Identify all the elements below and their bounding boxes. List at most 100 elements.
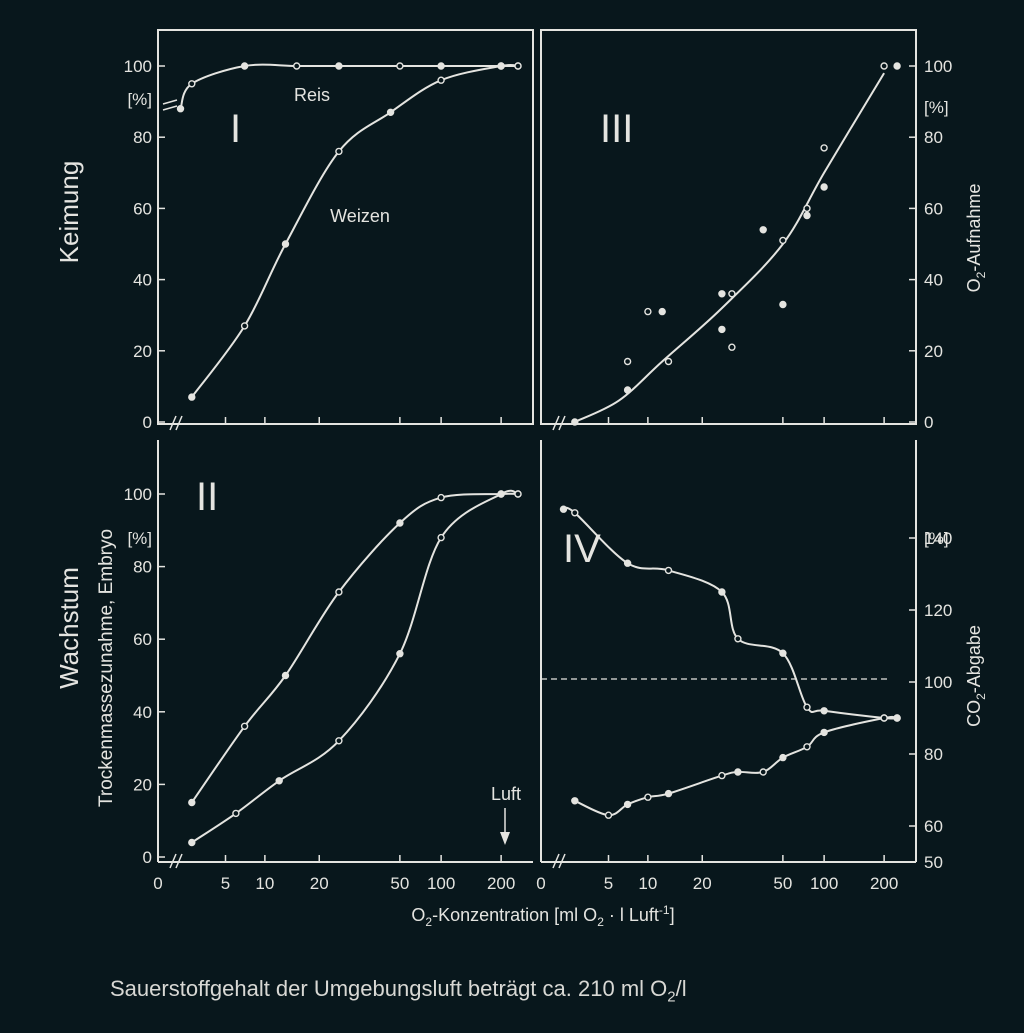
data-point [293,62,301,70]
data-points: Reis Weizen [176,62,901,847]
data-point [281,671,290,680]
series-line-IV-1 [563,506,898,720]
series-line-II-1 [190,492,519,804]
row-label-keimung: Keimung [54,161,84,264]
x-tick-label: 10 [255,874,274,893]
x-tick-label: 20 [693,874,712,893]
data-point [820,183,828,191]
data-point [437,493,445,502]
x-tick-label: 5 [221,874,230,893]
data-point [880,62,888,70]
data-point [718,290,726,298]
data-point [571,509,579,517]
y-tick-label: 100 [124,57,152,76]
data-point [604,811,613,819]
data-point [644,307,652,316]
right-axis-title-bottom: CO2-Abgabe [964,625,988,727]
y-unit-label: [%] [924,529,949,548]
panel-label-III: III [600,107,633,151]
x-tick-label: 5 [604,874,613,893]
y-tick-label: 0 [924,413,933,432]
panel-I-frame [157,29,534,425]
data-point [820,144,828,152]
data-point [514,490,522,498]
data-point [240,322,249,330]
series-line-II-2 [191,489,519,844]
data-point [718,325,726,334]
y-tick-label: 20 [924,342,943,361]
data-point [559,505,568,513]
right-axis-title-top: O2-Aufnahme [964,184,988,293]
x-tick-label: 100 [427,874,455,893]
y-tick-label: 80 [924,745,943,764]
data-point [779,300,787,309]
data-point [188,838,196,847]
data-point [664,789,673,798]
data-point [623,357,632,366]
y-tick-label: 100 [124,485,152,504]
data-point [188,393,196,401]
data-point [497,62,505,70]
data-point [623,800,632,809]
data-point [335,147,343,156]
x-tick-label: 10 [638,874,657,893]
data-point [893,714,901,722]
y-tick-label: 60 [133,199,152,218]
data-point [644,793,652,801]
data-point [571,797,579,805]
caption: Sauerstoffgehalt der Umgebungsluft beträ… [110,976,687,1006]
x-tick-label: 200 [487,874,515,893]
data-point [658,307,666,316]
data-point [803,211,811,220]
y-tick-label: 40 [133,703,152,722]
axis-break-marks [162,99,566,869]
x-tick-label: 50 [773,874,792,893]
data-point [240,62,249,70]
x-tick-label: 0 [153,874,162,893]
data-point [240,722,249,730]
series-label-reis: Reis [294,85,330,105]
y-tick-label: 60 [924,817,943,836]
y-unit-label: [%] [127,90,152,109]
data-point [386,108,395,117]
data-point [396,650,404,658]
data-point [803,703,811,711]
y-tick-label: 0 [143,848,152,867]
series-line-IV-2 [574,715,898,817]
data-point [335,737,343,745]
row-label-wachstum: Wachstum [54,567,84,689]
data-point [759,768,767,776]
x-tick-label: 0 [536,874,545,893]
panel-label-I: I [230,107,241,151]
series-line-I-1 [179,63,518,110]
data-point [188,80,196,88]
y-unit-label: [%] [924,98,949,117]
data-point [803,743,811,751]
data-point [335,62,343,70]
y-tick-label: 80 [924,128,943,147]
y-tick-label: 60 [924,199,943,218]
y-tick-label: 100 [924,673,952,692]
data-point [275,777,283,785]
left-axis-title: Trockenmassezunahme, Embryo [96,529,117,807]
data-point [893,62,901,70]
data-point [396,519,404,527]
data-point [718,771,726,780]
data-point [571,418,579,426]
data-point [734,768,742,776]
data-point [281,240,290,248]
data-point [437,62,445,70]
y-tick-label: 0 [143,413,152,432]
data-point [188,798,196,807]
data-point [820,728,828,737]
y-tick-label: 60 [133,630,152,649]
y-tick-label: 20 [133,775,152,794]
data-point [437,76,445,84]
y-unit-label: [%] [127,529,152,548]
panel-III-frame [540,29,917,425]
x-tick-label: 100 [810,874,838,893]
data-point [437,533,445,542]
y-tick-label: 80 [133,558,152,577]
data-point [734,635,742,643]
